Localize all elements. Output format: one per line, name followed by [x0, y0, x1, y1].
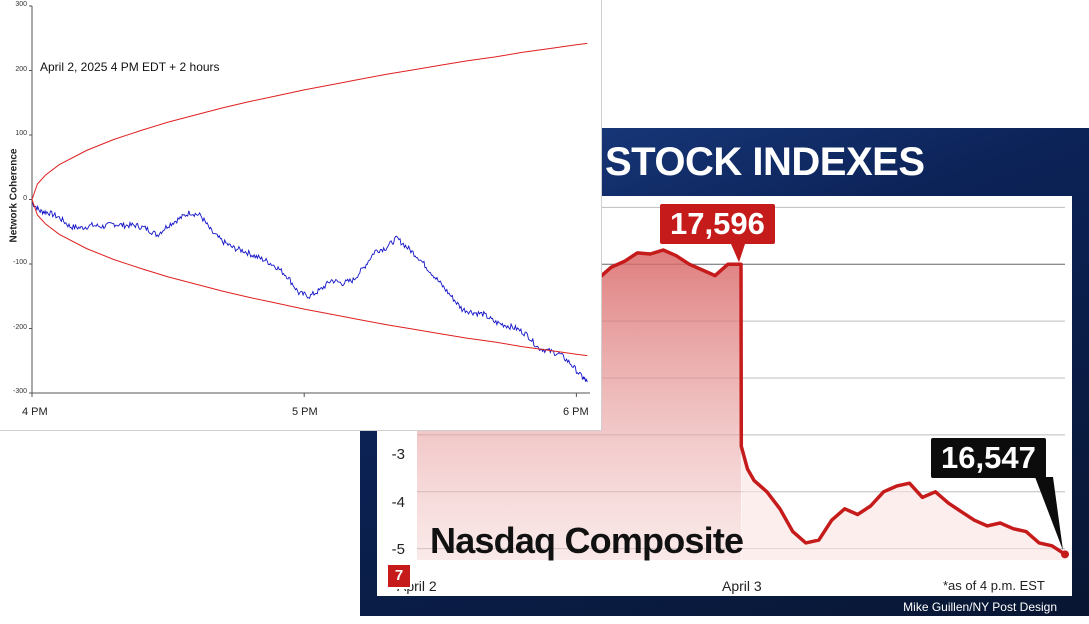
coherence-xtick-label: 4 PM — [22, 406, 48, 418]
coherence-chart-title: April 2, 2025 4 PM EDT + 2 hours — [40, 60, 220, 74]
coherence-envelope-line — [31, 42, 588, 200]
coherence-xtick-label: 5 PM — [292, 406, 318, 418]
chart-banner-title: STOCK INDEXES — [605, 140, 925, 184]
coherence-series-line — [31, 202, 588, 383]
coherence-ytick-label: -100 — [12, 259, 27, 266]
series-title: Nasdaq Composite — [430, 520, 744, 561]
high-value-callout: 17,596 — [660, 204, 775, 244]
nasdaq-area-fill-after — [741, 446, 1065, 560]
coherence-ytick-label: 100 — [15, 130, 27, 137]
coherence-ytick-label: 300 — [15, 1, 27, 8]
coherence-ytick-label: 200 — [15, 65, 27, 73]
nasdaq-ytick-label: -3 — [391, 446, 405, 463]
coherence-xtick-label: 6 PM — [563, 406, 589, 418]
ny-post-logo: 7 — [386, 563, 412, 589]
low-callout-pointer — [1035, 477, 1063, 551]
coherence-chart-svg — [29, 5, 590, 397]
nasdaq-ytick-label: -5 — [391, 541, 405, 558]
nasdaq-ytick-label: -4 — [391, 494, 405, 511]
chart-footnote: *as of 4 p.m. EST — [943, 578, 1045, 593]
coherence-ytick-label: -200 — [12, 323, 27, 331]
design-credit: Mike Guillen/NY Post Design — [903, 600, 1057, 614]
network-coherence-panel: Network Coherence April 2, 2025 4 PM EDT… — [0, 0, 602, 431]
high-callout-pointer — [731, 244, 745, 263]
coherence-ytick-label: 0 — [23, 194, 27, 202]
coherence-envelope-line — [31, 199, 588, 357]
low-value-callout: 16,547 — [931, 438, 1046, 478]
nasdaq-last-point — [1061, 550, 1069, 559]
nasdaq-xtick-label: April 3 — [722, 578, 762, 594]
coherence-ytick-label: -300 — [12, 388, 27, 395]
